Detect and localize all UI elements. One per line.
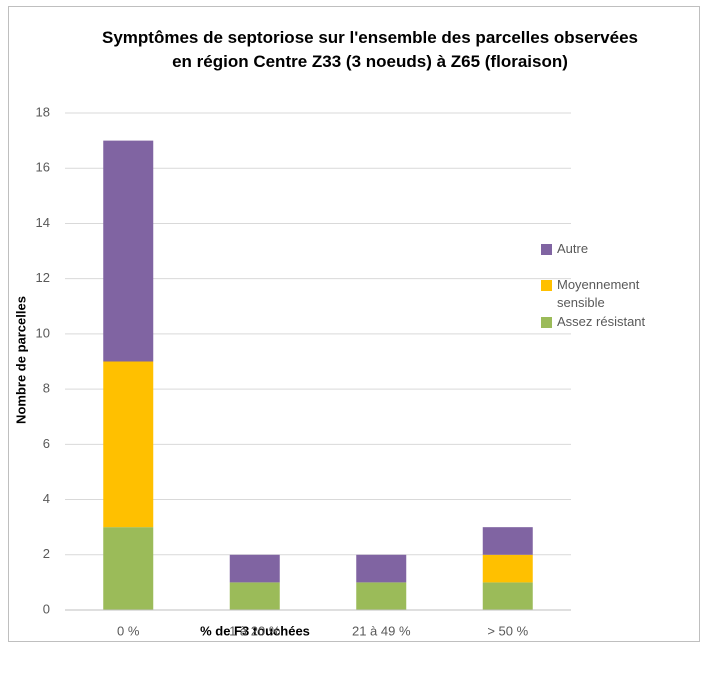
y-tick-label: 18	[36, 104, 50, 119]
bar-segment	[482, 582, 533, 610]
bar-segment	[229, 582, 280, 610]
y-tick-label: 14	[36, 215, 50, 230]
bar-segment	[103, 140, 154, 362]
y-tick-label: 6	[43, 436, 50, 451]
legend-label: Autre	[557, 241, 589, 256]
y-tick-label: 10	[36, 325, 50, 340]
chart-title: Symptômes de septoriose sur l'ensemble d…	[101, 28, 638, 71]
chart-frame	[8, 6, 700, 642]
y-axis-label: Nombre de parcelles	[13, 296, 28, 424]
x-tick-label: 1 à 20 %	[229, 623, 281, 638]
y-tick-label: 16	[36, 160, 50, 175]
bar-segment	[103, 527, 154, 610]
x-axis-label: % de F3 touchées	[200, 623, 310, 638]
y-tick-label: 12	[36, 270, 50, 285]
legend-swatch	[541, 244, 552, 255]
bar-segment	[103, 361, 154, 528]
bar-segment	[482, 554, 533, 583]
bar-segment	[356, 554, 407, 583]
y-tick-label: 4	[43, 491, 50, 506]
legend-swatch	[541, 317, 552, 328]
x-tick-label: > 50 %	[487, 623, 528, 638]
bar-segment	[356, 582, 407, 610]
y-tick-label: 2	[43, 546, 50, 561]
x-tick-label: 0 %	[117, 623, 140, 638]
x-tick-label: 21 à 49 %	[352, 623, 411, 638]
legend-label: Assez résistant	[557, 314, 646, 329]
bar-segment	[229, 554, 280, 583]
legend-swatch	[541, 280, 552, 291]
y-tick-label: 8	[43, 381, 50, 396]
y-tick-label: 0	[43, 601, 50, 616]
bar-segment	[482, 527, 533, 555]
legend-label: Moyennement sensible	[557, 277, 640, 310]
